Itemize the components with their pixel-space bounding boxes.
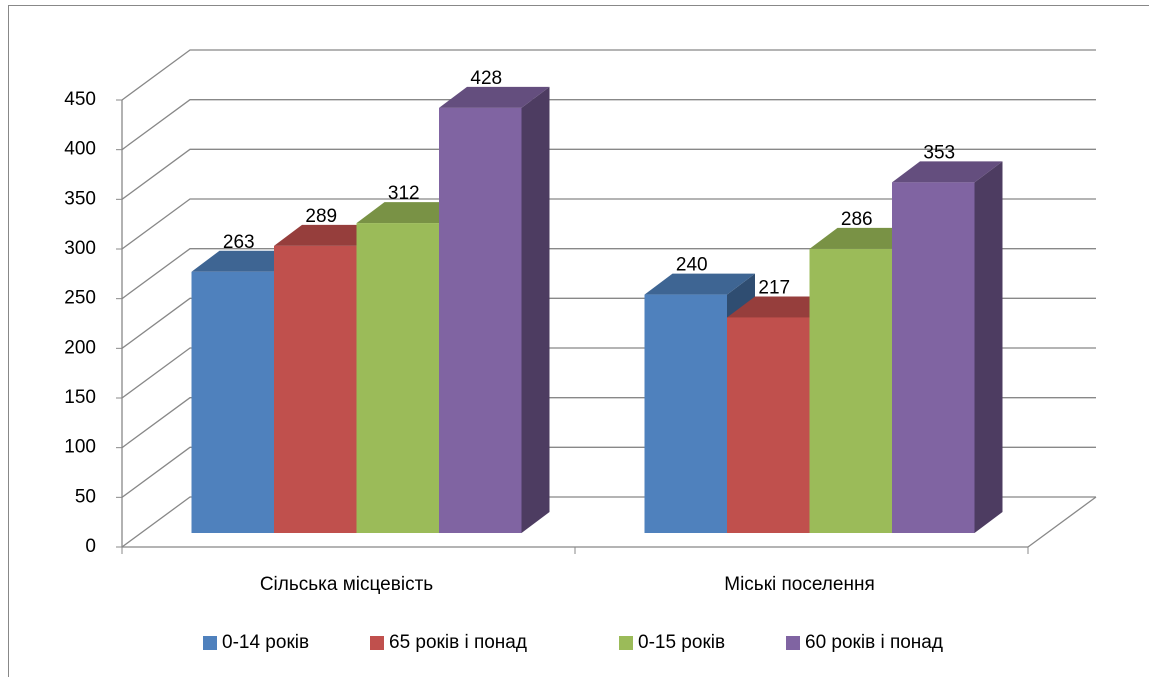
data-label: 286	[841, 209, 873, 230]
legend-label: 0-14 років	[222, 632, 309, 653]
y-tick-label: 400	[64, 139, 96, 160]
y-tick-label: 300	[64, 238, 96, 259]
grid-line	[121, 49, 1096, 101]
bar-front	[274, 245, 357, 533]
bar-front	[356, 223, 439, 533]
data-label: 217	[758, 277, 790, 298]
data-label: 312	[388, 183, 420, 204]
y-tick-label: 0	[85, 536, 96, 557]
y-tick-label: 100	[64, 437, 96, 458]
y-tick-label: 150	[64, 387, 96, 408]
y-tick-label: 450	[64, 89, 96, 110]
y-tick-label: 250	[64, 288, 96, 309]
floor-edge	[1027, 496, 1097, 548]
chart-frame	[8, 5, 1149, 677]
legend-swatch	[619, 636, 633, 650]
bar-side	[521, 86, 550, 533]
bar-front	[191, 271, 274, 533]
bar-front	[439, 107, 522, 533]
legend-swatch	[203, 636, 217, 650]
data-label: 289	[305, 206, 337, 227]
bar-top	[892, 161, 1003, 183]
bar-top	[644, 273, 755, 295]
legend-label: 0-15 років	[638, 632, 725, 653]
grid-line	[121, 248, 1096, 300]
data-label: 240	[676, 255, 708, 276]
legend-swatch	[370, 636, 384, 650]
bar-front	[644, 294, 727, 533]
y-tick-label: 350	[64, 188, 96, 209]
legend-label: 60 років і понад	[805, 632, 943, 653]
data-label: 428	[470, 68, 502, 89]
bar	[892, 161, 1003, 533]
y-tick-label: 200	[64, 337, 96, 358]
x-tick-label: Міські поселення	[724, 574, 874, 595]
y-tick-label: 50	[75, 486, 96, 507]
bar-top	[439, 86, 550, 108]
bar-front	[809, 248, 892, 533]
bar-front	[727, 317, 810, 533]
grid-line	[121, 99, 1096, 151]
bar-front	[892, 182, 975, 533]
grid-line	[121, 148, 1096, 200]
bar	[439, 86, 550, 533]
grid-line	[121, 198, 1096, 250]
legend-swatch	[786, 636, 800, 650]
data-label: 263	[223, 232, 255, 253]
bar-side	[974, 161, 1003, 533]
legend-label: 65 років і понад	[389, 632, 527, 653]
x-tick-label: Сільська місцевість	[260, 574, 433, 595]
data-label: 353	[923, 142, 955, 163]
